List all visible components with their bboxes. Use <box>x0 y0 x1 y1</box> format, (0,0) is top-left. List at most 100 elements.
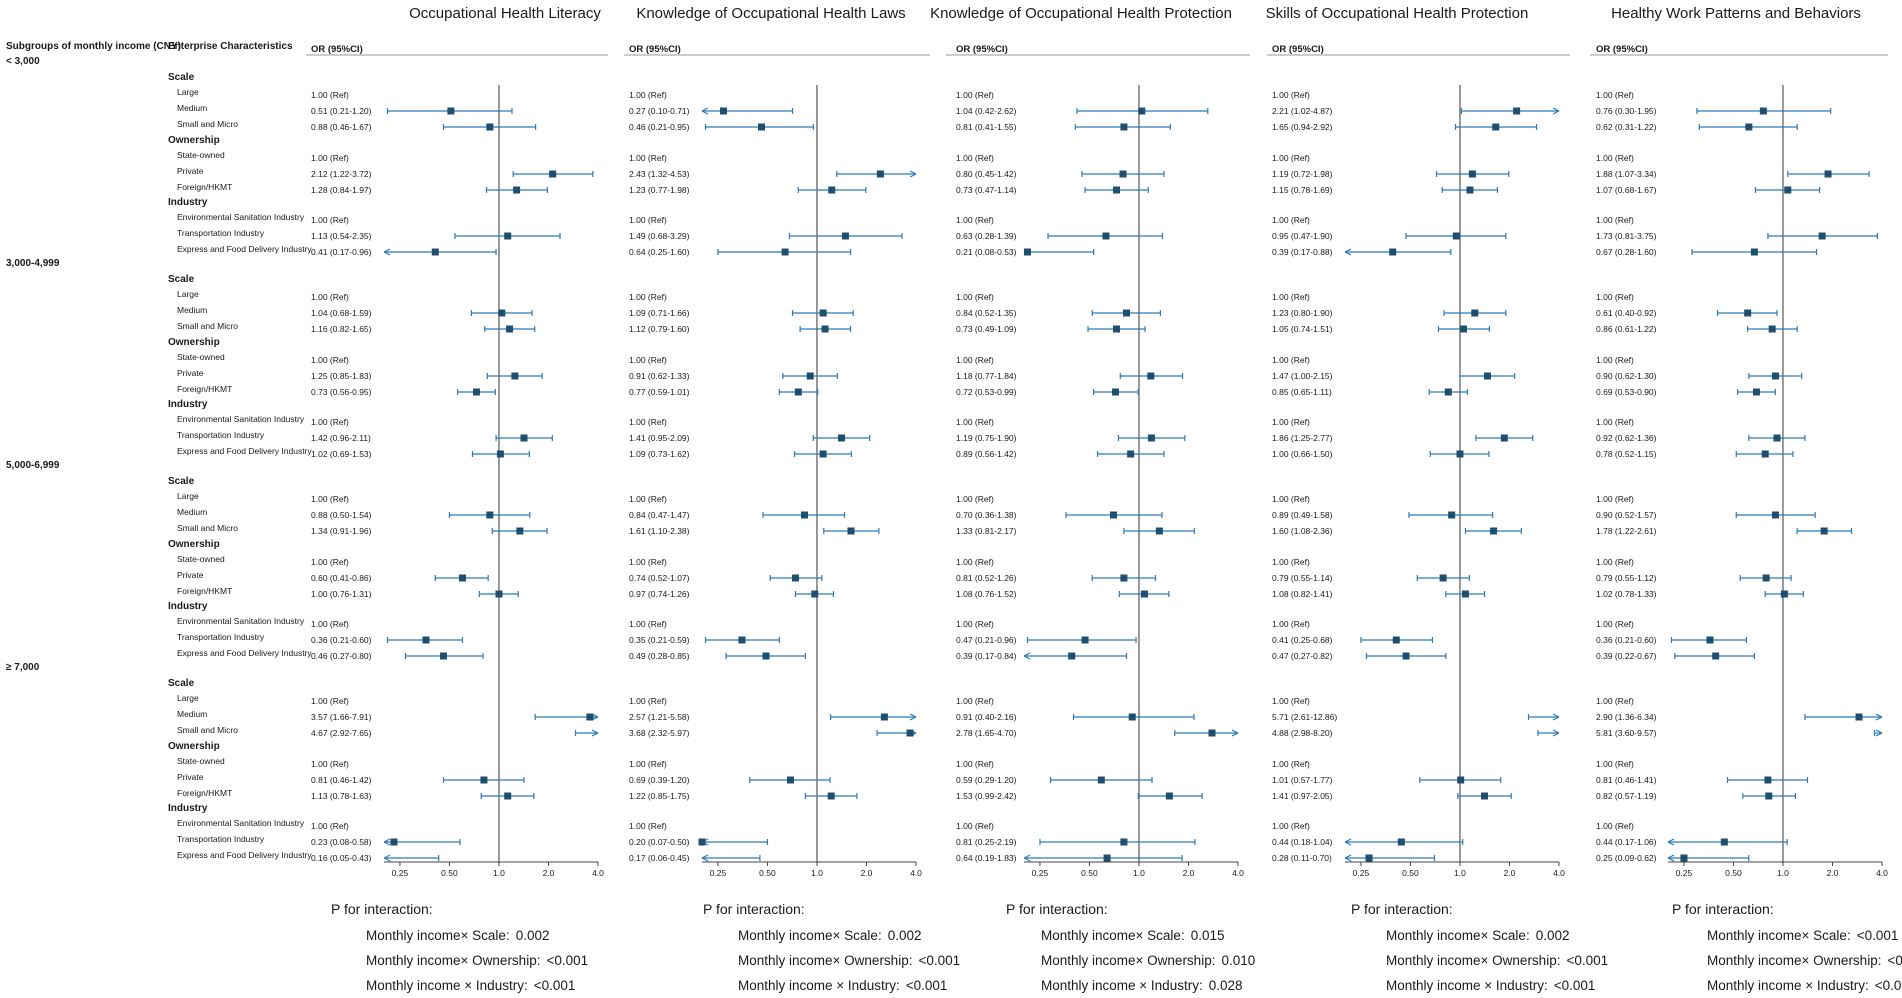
or-point-marker <box>506 325 514 333</box>
or-estimate-label: 0.90 (0.62-1.30) <box>1596 371 1657 381</box>
income-group-label: ≥ 7,000 <box>6 662 40 673</box>
interaction-label: Monthly income × Industry: <box>1041 978 1203 993</box>
level-label: Small and Micro <box>177 119 238 129</box>
level-label: State-owned <box>177 150 225 160</box>
or-estimate-label: 0.44 (0.17-1.06) <box>1596 837 1657 847</box>
or-estimate-label: 0.72 (0.53-0.99) <box>956 387 1017 397</box>
or-estimate-label: 1.01 (0.57-1.77) <box>1272 775 1333 785</box>
or-estimate-label: 1.65 (0.94-2.92) <box>1272 122 1333 132</box>
or-estimate-label: 0.84 (0.47-1.47) <box>629 510 690 520</box>
or-point-marker <box>1068 652 1076 660</box>
or-point-marker <box>513 186 521 194</box>
or-estimate-label: 1.00 (Ref) <box>629 292 667 302</box>
or-point-marker <box>511 372 519 380</box>
or-point-marker <box>1820 527 1828 535</box>
or-point-marker <box>906 729 914 737</box>
or-estimate-label: 2.21 (1.02-4.87) <box>1272 106 1333 116</box>
or-estimate-label: 0.49 (0.28-0.85) <box>629 651 690 661</box>
ci-arrow-right <box>909 713 917 721</box>
level-label: Private <box>177 570 204 580</box>
or-estimate-label: 1.00 (Ref) <box>1272 90 1310 100</box>
or-estimate-label: 1.00 (Ref) <box>956 417 994 427</box>
or-point-marker <box>390 838 398 846</box>
level-label: Transportation Industry <box>177 430 265 440</box>
or-point-marker <box>828 186 836 194</box>
or-point-marker <box>1081 636 1089 644</box>
x-tick-label: 1.0 <box>1133 868 1145 878</box>
x-tick-label: 2.0 <box>1827 868 1839 878</box>
x-tick-label: 1.0 <box>811 868 823 878</box>
or-estimate-label: 1.00 (Ref) <box>629 759 667 769</box>
or-point-marker <box>1461 590 1469 598</box>
ci-arrow-left <box>1667 854 1675 862</box>
or-estimate-label: 1.00 (0.76-1.31) <box>311 589 372 599</box>
or-point-marker <box>1471 309 1479 317</box>
or-point-marker <box>1761 450 1769 458</box>
or-estimate-label: 0.39 (0.17-0.88) <box>1272 247 1333 257</box>
or-estimate-label: 1.00 (Ref) <box>311 821 349 831</box>
or-estimate-label: 1.00 (Ref) <box>1272 215 1310 225</box>
or-column-header: OR (95%CI) <box>1272 44 1324 55</box>
or-point-marker <box>1745 123 1753 131</box>
or-point-marker <box>1128 713 1136 721</box>
or-point-marker <box>1120 123 1128 131</box>
or-point-marker <box>1459 325 1467 333</box>
or-point-marker <box>794 388 802 396</box>
interaction-p-value: <0.001 <box>1857 928 1899 943</box>
or-estimate-label: 1.04 (0.42-2.62) <box>956 106 1017 116</box>
or-estimate-label: 0.77 (0.59-1.01) <box>629 387 690 397</box>
or-estimate-label: 0.81 (0.46-1.42) <box>311 775 372 785</box>
or-estimate-label: 0.39 (0.17-0.84) <box>956 651 1017 661</box>
characteristics-header: Enterprise Characteristics <box>168 41 293 52</box>
or-point-marker <box>1127 450 1135 458</box>
level-label: Environmental Sanitation Industry <box>177 414 305 424</box>
or-estimate-label: 0.81 (0.41-1.55) <box>956 122 1017 132</box>
interaction-label: Monthly income× Scale: <box>1041 928 1185 943</box>
or-estimate-label: 1.02 (0.78-1.33) <box>1596 589 1657 599</box>
or-estimate-label: 0.64 (0.25-1.60) <box>629 247 690 257</box>
or-estimate-label: 0.95 (0.47-1.90) <box>1272 231 1333 241</box>
or-point-marker <box>1492 123 1500 131</box>
or-estimate-label: 1.00 (Ref) <box>629 215 667 225</box>
or-estimate-label: 1.09 (0.73-1.62) <box>629 449 690 459</box>
x-tick-label: 2.0 <box>1504 868 1516 878</box>
or-point-marker <box>472 388 480 396</box>
x-tick-label: 1.0 <box>493 868 505 878</box>
ci-arrow-left <box>1667 838 1675 846</box>
level-label: Express and Food Delivery Industry <box>177 244 312 254</box>
x-tick-label: 0.50 <box>1081 868 1098 878</box>
level-label: Small and Micro <box>177 725 238 735</box>
x-tick-label: 4.0 <box>1553 868 1565 878</box>
or-estimate-label: 1.00 (Ref) <box>1272 417 1310 427</box>
level-label: Large <box>177 289 199 299</box>
or-point-marker <box>1155 527 1163 535</box>
or-estimate-label: 1.00 (Ref) <box>311 759 349 769</box>
or-point-marker <box>876 170 884 178</box>
or-point-marker <box>811 590 819 598</box>
or-estimate-label: 0.59 (0.29-1.20) <box>956 775 1017 785</box>
or-point-marker <box>1102 232 1110 240</box>
or-estimate-label: 1.47 (1.00-2.15) <box>1272 371 1333 381</box>
or-point-marker <box>504 232 512 240</box>
ci-arrow-left <box>1344 854 1352 862</box>
or-estimate-label: 0.86 (0.61-1.22) <box>1596 324 1657 334</box>
or-estimate-label: 1.88 (1.07-3.34) <box>1596 169 1657 179</box>
or-point-marker <box>486 511 494 519</box>
or-estimate-label: 1.00 (Ref) <box>956 696 994 706</box>
or-estimate-label: 0.69 (0.39-1.20) <box>629 775 690 785</box>
level-label: Express and Food Delivery Industry <box>177 446 312 456</box>
or-estimate-label: 2.12 (1.22-3.72) <box>311 169 372 179</box>
or-estimate-label: 1.19 (0.72-1.98) <box>1272 169 1333 179</box>
or-estimate-label: 1.23 (0.80-1.90) <box>1272 308 1333 318</box>
interaction-heading: P for interaction: <box>703 901 805 917</box>
or-point-marker <box>1481 792 1489 800</box>
or-estimate-label: 1.19 (0.75-1.90) <box>956 433 1017 443</box>
or-point-marker <box>698 838 706 846</box>
or-estimate-label: 0.64 (0.19-1.83) <box>956 853 1017 863</box>
interaction-p-value: <0.001 <box>546 953 588 968</box>
x-tick-label: 4.0 <box>910 868 922 878</box>
level-label: Foreign/HKMT <box>177 788 232 798</box>
or-point-marker <box>1468 170 1476 178</box>
interaction-p-value: 0.015 <box>1191 928 1225 943</box>
